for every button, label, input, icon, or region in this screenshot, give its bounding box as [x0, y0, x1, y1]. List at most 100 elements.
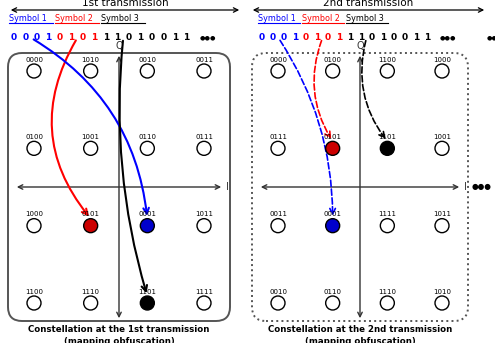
- Text: 1: 1: [413, 34, 419, 43]
- Text: 1000: 1000: [25, 211, 43, 217]
- Text: 1110: 1110: [378, 288, 396, 295]
- Text: 1st transmission: 1st transmission: [82, 0, 168, 8]
- Text: Symbol 2: Symbol 2: [55, 14, 93, 23]
- Text: 0010: 0010: [269, 288, 287, 295]
- Text: ●●●: ●●●: [487, 35, 495, 40]
- Text: 1: 1: [314, 34, 320, 43]
- Text: 0110: 0110: [324, 288, 342, 295]
- Text: Q: Q: [115, 41, 123, 51]
- Text: 1: 1: [380, 34, 386, 43]
- Text: Constellation at the 1st transmission
(mapping obfuscation): Constellation at the 1st transmission (m…: [28, 325, 210, 343]
- Text: Symbol 3: Symbol 3: [101, 14, 139, 23]
- Text: 0: 0: [281, 34, 287, 43]
- Text: 0: 0: [80, 34, 86, 43]
- Text: 0011: 0011: [195, 57, 213, 62]
- Circle shape: [84, 296, 98, 310]
- Text: 0: 0: [402, 34, 408, 43]
- Text: 0101: 0101: [324, 134, 342, 140]
- Circle shape: [197, 64, 211, 78]
- Text: Q: Q: [356, 41, 364, 51]
- Text: 0100: 0100: [324, 57, 342, 62]
- Text: Symbol 2: Symbol 2: [302, 14, 340, 23]
- Text: 0000: 0000: [25, 57, 43, 62]
- Circle shape: [197, 219, 211, 233]
- Text: 1: 1: [183, 34, 190, 43]
- Text: ●●●: ●●●: [200, 35, 216, 40]
- Text: 1010: 1010: [433, 288, 451, 295]
- Circle shape: [27, 64, 41, 78]
- Circle shape: [27, 296, 41, 310]
- Text: 1: 1: [347, 34, 353, 43]
- Text: 1110: 1110: [82, 288, 99, 295]
- Text: 1100: 1100: [378, 57, 396, 62]
- Text: 0: 0: [369, 34, 375, 43]
- Text: 0: 0: [303, 34, 309, 43]
- Circle shape: [326, 296, 340, 310]
- Text: 0: 0: [126, 34, 132, 43]
- Text: 1: 1: [114, 34, 121, 43]
- Text: Symbol 1: Symbol 1: [9, 14, 47, 23]
- Text: 0011: 0011: [269, 211, 287, 217]
- Text: 1100: 1100: [25, 288, 43, 295]
- Text: 0: 0: [22, 34, 29, 43]
- Circle shape: [84, 141, 98, 155]
- Text: 1001: 1001: [82, 134, 99, 140]
- Circle shape: [197, 296, 211, 310]
- Text: 0: 0: [259, 34, 265, 43]
- Text: 1001: 1001: [433, 134, 451, 140]
- Text: 0: 0: [57, 34, 63, 43]
- Circle shape: [271, 141, 285, 155]
- Text: 0111: 0111: [195, 134, 213, 140]
- Text: 1011: 1011: [195, 211, 213, 217]
- Text: 0: 0: [11, 34, 17, 43]
- Text: 1: 1: [292, 34, 298, 43]
- Circle shape: [435, 219, 449, 233]
- Text: 0: 0: [34, 34, 40, 43]
- Text: 1000: 1000: [433, 57, 451, 62]
- Text: 0: 0: [160, 34, 166, 43]
- Circle shape: [380, 296, 395, 310]
- Circle shape: [435, 296, 449, 310]
- Circle shape: [141, 64, 154, 78]
- Circle shape: [84, 219, 98, 233]
- Circle shape: [27, 219, 41, 233]
- Text: 1: 1: [172, 34, 178, 43]
- Circle shape: [380, 219, 395, 233]
- Text: 1: 1: [46, 34, 51, 43]
- Text: 1: 1: [424, 34, 430, 43]
- Text: 1: 1: [103, 34, 109, 43]
- Text: 0100: 0100: [25, 134, 43, 140]
- Circle shape: [141, 141, 154, 155]
- FancyBboxPatch shape: [252, 53, 468, 321]
- Circle shape: [197, 141, 211, 155]
- Text: 0101: 0101: [82, 211, 99, 217]
- Text: 0001: 0001: [138, 211, 156, 217]
- Text: 0: 0: [149, 34, 155, 43]
- Circle shape: [435, 64, 449, 78]
- Text: 0: 0: [270, 34, 276, 43]
- Circle shape: [271, 219, 285, 233]
- Text: 0000: 0000: [269, 57, 287, 62]
- Circle shape: [271, 64, 285, 78]
- Text: ●●●: ●●●: [440, 35, 456, 40]
- Circle shape: [380, 64, 395, 78]
- Text: 0001: 0001: [324, 211, 342, 217]
- Text: ●●●: ●●●: [472, 182, 492, 191]
- Text: 0111: 0111: [269, 134, 287, 140]
- Text: 0110: 0110: [138, 134, 156, 140]
- Text: 0: 0: [325, 34, 331, 43]
- Text: 1: 1: [138, 34, 144, 43]
- FancyBboxPatch shape: [8, 53, 230, 321]
- Text: 1101: 1101: [378, 134, 396, 140]
- Text: 0010: 0010: [138, 57, 156, 62]
- Text: 1: 1: [92, 34, 98, 43]
- Text: 2nd transmission: 2nd transmission: [323, 0, 413, 8]
- Circle shape: [141, 219, 154, 233]
- Text: Symbol 3: Symbol 3: [346, 14, 384, 23]
- Text: Symbol 1: Symbol 1: [258, 14, 296, 23]
- Circle shape: [326, 141, 340, 155]
- Text: 1: 1: [68, 34, 75, 43]
- Circle shape: [435, 141, 449, 155]
- Text: 1011: 1011: [433, 211, 451, 217]
- Text: Constellation at the 2nd transmission
(mapping obfuscation): Constellation at the 2nd transmission (m…: [268, 325, 452, 343]
